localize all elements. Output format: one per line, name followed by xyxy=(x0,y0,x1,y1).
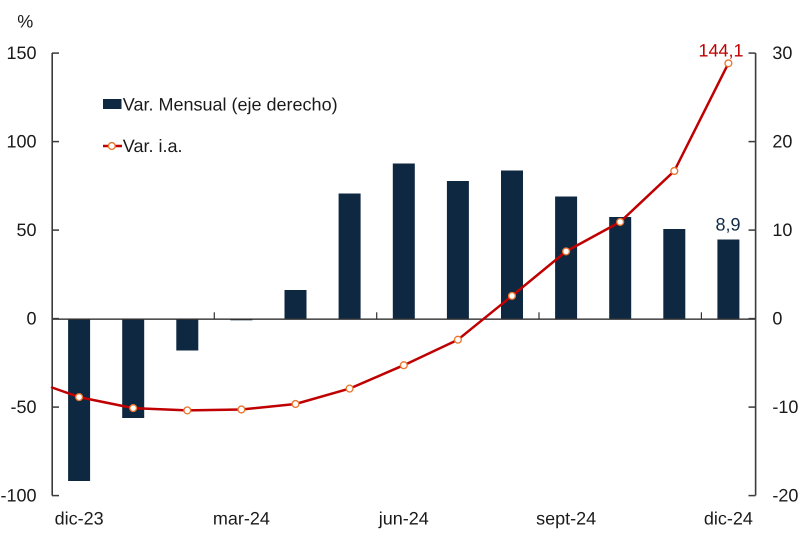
svg-text:sept-24: sept-24 xyxy=(536,509,596,529)
svg-text:0: 0 xyxy=(772,309,782,329)
svg-text:-10: -10 xyxy=(772,397,798,417)
svg-text:Var. i.a.: Var. i.a. xyxy=(123,136,183,156)
svg-text:-100: -100 xyxy=(0,486,36,506)
svg-text:-20: -20 xyxy=(772,486,798,506)
svg-text:100: 100 xyxy=(6,132,36,152)
svg-text:dic-24: dic-24 xyxy=(704,509,753,529)
svg-text:jun-24: jun-24 xyxy=(378,509,429,529)
svg-text:0: 0 xyxy=(26,309,36,329)
svg-text:8,9: 8,9 xyxy=(715,214,740,234)
svg-text:mar-24: mar-24 xyxy=(213,509,270,529)
svg-text:50: 50 xyxy=(16,220,36,240)
svg-text:dic-23: dic-23 xyxy=(55,509,104,529)
svg-text:Var. Mensual (eje derecho): Var. Mensual (eje derecho) xyxy=(123,95,338,115)
svg-text:144,1: 144,1 xyxy=(698,41,743,61)
svg-text:150: 150 xyxy=(6,43,36,63)
svg-text:-50: -50 xyxy=(10,397,36,417)
svg-text:10: 10 xyxy=(772,220,792,240)
svg-text:20: 20 xyxy=(772,132,792,152)
svg-text:%: % xyxy=(17,12,33,32)
svg-text:30: 30 xyxy=(772,43,792,63)
